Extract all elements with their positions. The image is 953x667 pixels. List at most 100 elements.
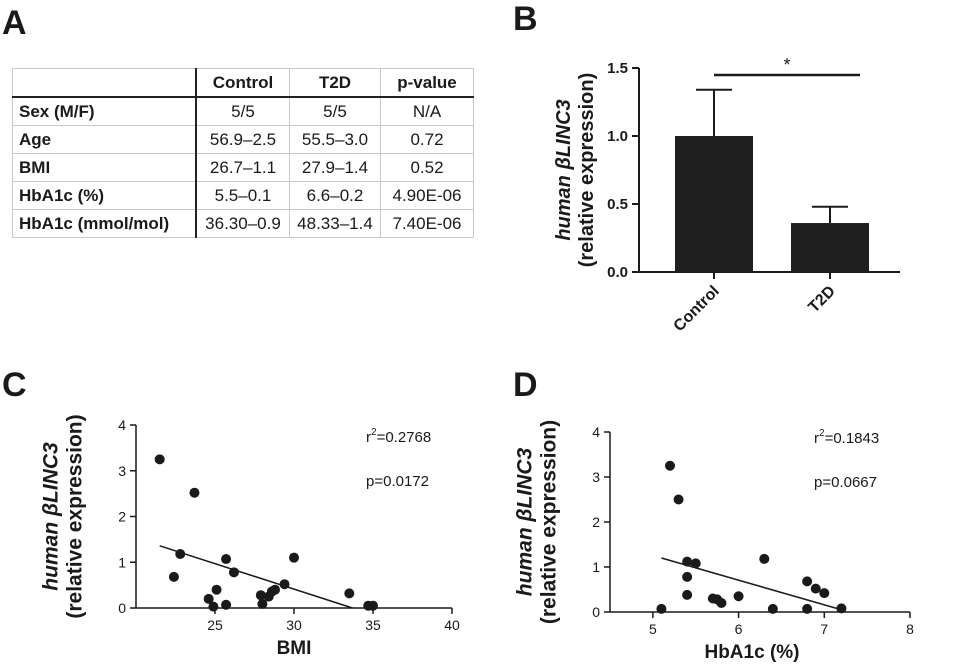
row-label: HbA1c (%)	[12, 181, 197, 210]
p-value-label: p=0.0667	[814, 474, 877, 491]
table-header-row: Control T2D p-value	[12, 68, 474, 98]
x-tick-label: T2D	[805, 283, 838, 316]
x-tick-label: 30	[286, 617, 302, 633]
panel-label-a: A	[2, 4, 27, 42]
regression-line	[661, 557, 842, 611]
cell-pvalue: 0.52	[380, 153, 474, 182]
data-point	[208, 601, 219, 612]
x-axis-label: HbA1c (%)	[704, 642, 799, 663]
table-row: Age 56.9–2.5 55.5–3.0 0.72	[12, 125, 474, 154]
cell-pvalue: 4.90E-06	[380, 181, 474, 210]
y-tick-label: 0	[592, 604, 600, 620]
r-squared-label: r2=0.2768	[366, 427, 431, 446]
data-point	[802, 603, 813, 614]
bar-control	[675, 136, 753, 272]
cell-pvalue: 7.40E-06	[380, 209, 474, 238]
y-tick-label: 2	[118, 509, 126, 525]
data-point	[836, 603, 847, 614]
scatter-chart-d: human βLINC3 (relative expression) 0 1 2 3 4 5 6…	[513, 420, 914, 663]
x-tick-label: 35	[365, 617, 381, 633]
panel-label-c: C	[2, 366, 27, 404]
bar-t2d	[791, 223, 869, 272]
data-point	[767, 603, 778, 614]
data-point	[211, 584, 222, 595]
y-tick-label: 1.0	[607, 128, 628, 145]
y-axis-label: human βLINC3 (relative expression)	[553, 73, 598, 268]
panel-label-b: B	[513, 0, 538, 38]
y-tick-label: 1.5	[607, 60, 628, 77]
row-label: Sex (M/F)	[12, 96, 197, 126]
x-tick-label: 25	[207, 617, 223, 633]
y-tick-label: 4	[118, 417, 126, 433]
y-tick-label: 3	[592, 469, 600, 485]
table-header-pvalue: p-value	[380, 68, 474, 98]
y-tick-label: 0.0	[607, 264, 628, 281]
y-axis-label-line1: human βLINC3	[553, 99, 575, 240]
row-label: HbA1c (mmol/mol)	[12, 209, 197, 238]
data-point	[673, 494, 684, 505]
data-point	[682, 556, 693, 567]
y-tick-label: 2	[592, 514, 600, 530]
table-row: Sex (M/F) 5/5 5/5 N/A	[12, 96, 474, 126]
x-tick-label: 5	[649, 621, 657, 637]
y-axis-label-line1: human βLINC3	[513, 447, 536, 596]
y-axis-label-line1: human βLINC3	[39, 442, 62, 591]
y-tick-label: 0.5	[607, 196, 628, 213]
cell-t2d: 48.33–1.4	[289, 209, 381, 238]
data-point	[810, 583, 821, 594]
r-squared-label: r2=0.1843	[814, 428, 879, 447]
data-point	[682, 571, 693, 582]
cell-control: 26.7–1.1	[195, 153, 290, 182]
data-point	[289, 552, 299, 563]
y-axis-label-line2: (relative expression)	[576, 73, 598, 268]
panel-label-d: D	[513, 366, 538, 404]
data-point	[665, 460, 675, 471]
data-point	[279, 579, 290, 590]
y-tick-label: 1	[118, 554, 126, 570]
data-point	[168, 571, 179, 582]
data-point	[203, 593, 214, 604]
data-point	[733, 591, 744, 602]
table-row: HbA1c (mmol/mol) 36.30–0.9 48.33–1.4 7.4…	[12, 209, 474, 238]
data-point	[270, 584, 281, 595]
data-point	[656, 603, 667, 614]
p-value-label: p=0.0172	[366, 473, 429, 490]
table-row: BMI 26.7–1.1 27.9–1.4 0.52	[12, 153, 474, 182]
data-point	[368, 600, 378, 611]
data-point	[255, 590, 266, 601]
x-tick-label: 7	[820, 621, 828, 637]
table-header-control: Control	[195, 68, 290, 98]
x-axis-label: BMI	[277, 638, 312, 659]
y-tick-label: 0	[118, 600, 126, 616]
data-point	[690, 558, 701, 569]
data-point	[221, 599, 232, 610]
data-point	[221, 554, 232, 565]
data-point	[175, 549, 186, 560]
regression-line	[159, 545, 353, 609]
significance-marker: *	[783, 55, 790, 75]
data-point	[819, 588, 830, 599]
cell-pvalue: N/A	[380, 96, 474, 126]
data-point	[682, 589, 693, 600]
y-axis-label: human βLINC3 (relative expression)	[513, 420, 560, 624]
data-point	[759, 553, 770, 564]
x-tick-label: Control	[671, 283, 723, 335]
y-tick-label: 4	[592, 424, 600, 440]
x-tick-label: 6	[735, 621, 743, 637]
cell-control: 56.9–2.5	[195, 125, 290, 154]
data-point	[189, 487, 200, 498]
data-point	[257, 598, 268, 609]
y-axis-label: human βLINC3 (relative expression)	[39, 414, 86, 618]
data-point	[802, 576, 813, 587]
y-tick-label: 1	[592, 559, 600, 575]
cell-control: 5.5–0.1	[195, 181, 290, 210]
y-axis-label-line2: (relative expression)	[538, 420, 561, 624]
data-point	[154, 454, 165, 465]
data-point	[228, 567, 239, 578]
data-point	[344, 588, 355, 599]
x-tick-label: 8	[906, 621, 914, 637]
bar-chart-b: human βLINC3 (relative expression) 0.0 0.5 1…	[553, 55, 900, 335]
table-header-corner	[12, 68, 197, 98]
data-point	[716, 598, 727, 608]
